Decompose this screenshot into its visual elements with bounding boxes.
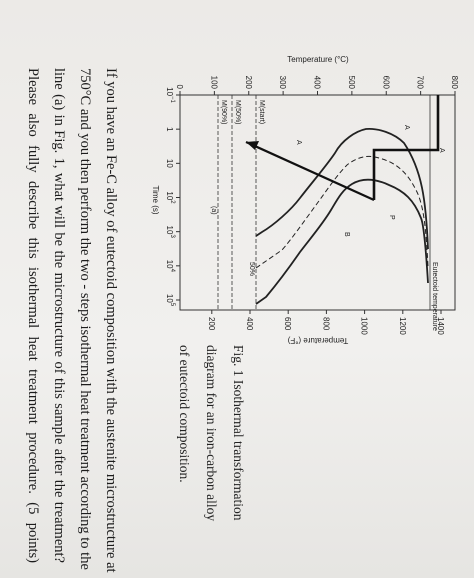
y-tick-label: 0: [175, 85, 184, 90]
x-tick-label: 103: [165, 226, 175, 239]
y-tick-label: 200: [244, 76, 253, 90]
y2-tick-label: 200: [207, 317, 216, 331]
x-tick-label: 104: [165, 260, 175, 273]
y2-tick-label: 1200: [398, 317, 407, 335]
question-line: If you have an Fe-C alloy of eutectoid c…: [103, 68, 119, 573]
question: If you have an Fe-C alloy of eutectoid c…: [20, 68, 124, 573]
y-tick-label: 800: [450, 76, 459, 90]
tick-exponent: 5: [169, 303, 175, 307]
region-label: M(start): [258, 100, 265, 124]
caption-line: Fig. 1 Isothermal transformation: [231, 345, 246, 521]
caption-line: diagram for an iron-carbon alloy: [204, 345, 219, 522]
y2-tick-label: 400: [245, 317, 254, 331]
x-tick-label: 10: [165, 159, 174, 168]
y-tick-label: 400: [313, 76, 322, 90]
region-label: M(90%): [220, 100, 227, 125]
x-tick-label: 10−1: [165, 87, 175, 103]
y2-tick-label: 600: [283, 317, 292, 331]
y2-tick-label: 1000: [360, 317, 369, 335]
tick-base: 10: [165, 159, 174, 168]
tick-base: 1: [165, 127, 174, 132]
end-curve: [255, 178, 429, 305]
region-label: B: [343, 232, 350, 237]
y-tick-label: 300: [278, 76, 287, 90]
y2-tick-label: 1400: [436, 317, 445, 335]
tick-exponent: 4: [169, 269, 175, 273]
arrow-head: [246, 141, 259, 150]
x-tick-label: 105: [165, 294, 175, 307]
caption-line: of eutectoid composition.: [177, 345, 192, 483]
region-label: A: [295, 140, 302, 145]
region-label: Eutectoid temperature: [431, 262, 438, 331]
tick-base: 10: [165, 294, 174, 303]
question-line: line (a) in Fig. 1, what will be the mic…: [51, 68, 67, 563]
region-label: 50%: [248, 262, 255, 276]
y2-tick-label: 800: [321, 317, 330, 331]
y-axis-title: Temperature (°C): [287, 55, 349, 64]
x-tick-label: 1: [165, 127, 174, 132]
tick-base: 10: [165, 260, 174, 269]
fifty-percent-curve: [255, 155, 429, 269]
path-a-arrow: [245, 140, 375, 202]
tick-base: 10: [165, 191, 174, 200]
path-a: [372, 95, 440, 200]
y-tick-label: 500: [347, 76, 356, 90]
region-label: A: [438, 148, 445, 153]
tick-base: 10: [165, 87, 174, 96]
start-curve: [255, 128, 429, 250]
region-label: (a): [210, 206, 217, 215]
x-axis-title: Time (s): [151, 185, 160, 214]
tick-base: 10: [165, 226, 174, 235]
region-label: M(50%): [234, 100, 241, 125]
question-line: 750°C and you then perform the two - ste…: [77, 68, 93, 570]
tick-exponent: 3: [169, 234, 175, 238]
y-tick-label: 600: [381, 76, 390, 90]
region-label: P: [388, 215, 395, 220]
region-label: A: [403, 125, 410, 130]
caption: Fig. 1 Isothermal transformation diagram …: [171, 345, 252, 545]
y-tick-label: 100: [209, 76, 218, 90]
tick-exponent: 2: [169, 200, 175, 204]
y2-axis-title: Temperature (°F): [287, 336, 348, 345]
y-tick-label: 700: [416, 76, 425, 90]
question-line: Please also fully describe this isotherm…: [25, 68, 41, 563]
tick-exponent: −1: [169, 96, 175, 104]
x-tick-label: 102: [165, 191, 175, 204]
